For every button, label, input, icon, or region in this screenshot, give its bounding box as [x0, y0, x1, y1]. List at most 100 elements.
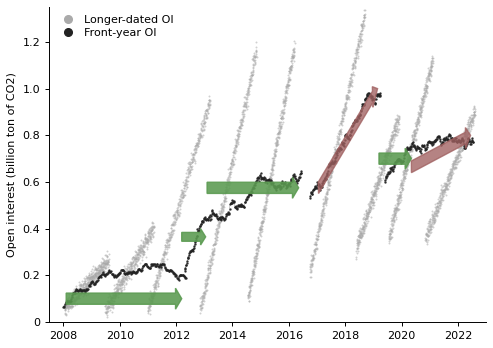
Point — [132, 259, 140, 264]
Point — [169, 220, 176, 225]
Point — [117, 289, 125, 295]
Point — [89, 276, 97, 281]
Point — [279, 111, 286, 117]
Point — [363, 214, 371, 220]
Point — [209, 260, 216, 266]
Point — [155, 275, 163, 281]
Point — [242, 100, 249, 105]
Point — [354, 41, 362, 46]
Point — [88, 276, 96, 282]
Point — [408, 143, 416, 148]
Point — [169, 228, 176, 233]
Point — [239, 109, 246, 114]
Point — [221, 195, 229, 200]
Point — [145, 297, 153, 302]
Point — [355, 35, 363, 41]
Point — [149, 234, 157, 240]
Point — [188, 159, 196, 165]
Point — [465, 130, 473, 135]
Point — [403, 168, 411, 173]
Point — [434, 196, 442, 202]
Point — [164, 238, 172, 244]
Point — [426, 227, 434, 232]
Point — [152, 277, 160, 283]
Point — [426, 224, 434, 230]
Point — [110, 298, 118, 303]
Point — [454, 159, 461, 165]
Point — [463, 134, 471, 140]
Point — [281, 101, 289, 106]
Point — [112, 292, 120, 297]
Point — [264, 190, 272, 196]
Point — [368, 200, 376, 205]
Point — [428, 216, 436, 221]
Point — [445, 171, 453, 177]
Point — [353, 246, 361, 252]
Point — [253, 242, 261, 247]
Point — [324, 179, 332, 184]
Point — [391, 210, 399, 216]
Point — [249, 55, 257, 61]
Point — [110, 298, 118, 304]
Point — [219, 203, 227, 208]
Point — [63, 297, 71, 303]
Point — [439, 187, 447, 192]
Point — [73, 296, 81, 302]
Point — [165, 230, 173, 236]
Point — [335, 132, 343, 137]
Point — [170, 212, 177, 217]
Point — [164, 242, 172, 247]
Point — [161, 242, 169, 247]
Point — [103, 308, 110, 314]
Point — [379, 162, 387, 167]
Point — [359, 216, 367, 221]
Point — [230, 155, 238, 160]
Point — [205, 97, 213, 103]
Point — [310, 247, 317, 253]
Point — [115, 285, 123, 290]
Point — [423, 238, 430, 243]
Point — [348, 78, 355, 84]
Point — [162, 251, 170, 256]
Point — [160, 252, 168, 258]
Point — [385, 149, 392, 155]
Point — [286, 66, 294, 71]
Point — [247, 70, 255, 75]
Point — [333, 139, 341, 144]
Point — [314, 237, 321, 242]
Point — [278, 108, 285, 113]
Point — [268, 166, 276, 172]
Point — [445, 180, 453, 185]
Point — [348, 72, 355, 78]
Point — [89, 278, 97, 283]
Point — [271, 149, 279, 154]
Point — [399, 176, 407, 182]
Point — [462, 130, 470, 135]
Point — [64, 309, 72, 314]
Point — [369, 200, 377, 206]
Point — [104, 299, 112, 304]
Point — [112, 288, 120, 294]
Point — [177, 192, 185, 198]
Point — [168, 226, 176, 231]
Point — [198, 123, 206, 129]
Point — [284, 82, 292, 88]
Point — [360, 226, 368, 231]
Point — [366, 201, 374, 207]
Point — [278, 121, 285, 127]
Point — [128, 276, 136, 282]
Point — [97, 264, 105, 270]
Point — [281, 99, 288, 105]
Point — [383, 149, 391, 154]
Point — [425, 70, 433, 76]
Point — [411, 138, 419, 143]
Point — [103, 310, 110, 316]
Point — [245, 79, 253, 85]
Point — [269, 163, 277, 169]
Point — [458, 141, 466, 146]
Point — [411, 127, 419, 132]
Point — [205, 97, 213, 103]
Point — [177, 187, 185, 193]
Point — [168, 228, 176, 234]
Point — [206, 268, 213, 273]
